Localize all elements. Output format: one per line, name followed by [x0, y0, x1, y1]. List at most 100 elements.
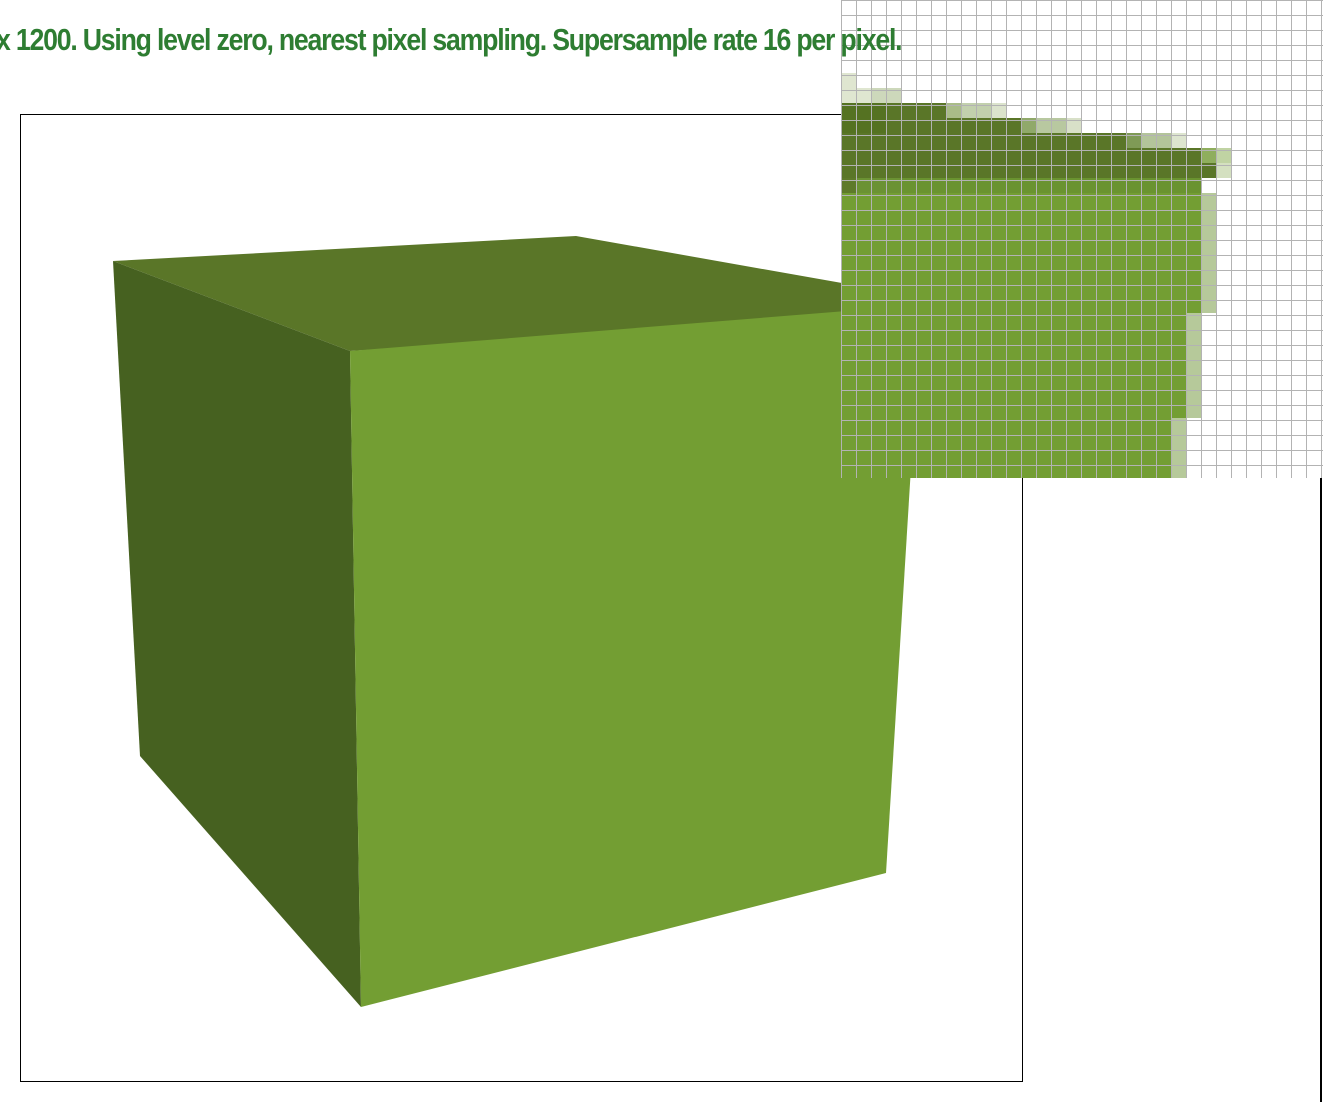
- zoom-pixel: [1186, 193, 1201, 208]
- zoom-pixel: [946, 433, 961, 448]
- zoom-pixel: [1081, 268, 1096, 283]
- zoom-pixel: [856, 343, 871, 358]
- zoom-pixel: [1006, 433, 1021, 448]
- zoom-pixel: [976, 253, 991, 268]
- zoom-pixel: [1066, 433, 1081, 448]
- zoom-pixel: [1171, 298, 1186, 313]
- zoom-pixel: [1051, 163, 1066, 178]
- zoom-pixel: [1111, 223, 1126, 238]
- zoom-pixel: [1171, 403, 1186, 418]
- zoom-pixel: [931, 118, 946, 133]
- zoom-pixel: [1006, 223, 1021, 238]
- zoom-pixel: [1186, 328, 1201, 343]
- zoom-pixel: [1021, 268, 1036, 283]
- zoom-pixel: [1171, 448, 1186, 463]
- zoom-pixel: [1021, 208, 1036, 223]
- zoom-pixel: [976, 463, 991, 478]
- zoom-pixel: [1156, 313, 1171, 328]
- zoom-pixel: [841, 208, 856, 223]
- zoom-pixel: [1021, 118, 1036, 133]
- zoom-pixel: [1111, 298, 1126, 313]
- zoom-pixel: [901, 373, 916, 388]
- zoom-pixel: [931, 433, 946, 448]
- zoom-pixel: [1036, 313, 1051, 328]
- zoom-pixel: [1126, 148, 1141, 163]
- zoom-pixel: [1126, 208, 1141, 223]
- zoom-pixel: [961, 133, 976, 148]
- zoom-pixel: [886, 433, 901, 448]
- zoom-pixel: [1081, 283, 1096, 298]
- zoom-pixel: [916, 448, 931, 463]
- zoom-pixel: [961, 103, 976, 118]
- zoom-pixel: [841, 103, 856, 118]
- zoom-pixel: [946, 448, 961, 463]
- zoom-pixel: [916, 223, 931, 238]
- zoom-pixel: [1081, 313, 1096, 328]
- zoom-pixel: [841, 328, 856, 343]
- zoom-pixel: [1141, 373, 1156, 388]
- zoom-pixel: [901, 283, 916, 298]
- zoom-pixel: [1036, 223, 1051, 238]
- zoom-pixel: [1081, 148, 1096, 163]
- zoom-pixel: [976, 313, 991, 328]
- zoom-pixel: [1126, 448, 1141, 463]
- zoom-pixel: [931, 343, 946, 358]
- zoom-pixel: [841, 148, 856, 163]
- zoom-pixel: [916, 313, 931, 328]
- zoom-pixel: [871, 118, 886, 133]
- zoom-pixel: [1126, 463, 1141, 478]
- zoom-pixel: [1156, 238, 1171, 253]
- zoom-pixel: [1096, 463, 1111, 478]
- zoom-pixel: [946, 463, 961, 478]
- zoom-pixel: [1111, 208, 1126, 223]
- zoom-pixel: [1066, 388, 1081, 403]
- zoom-pixel: [1036, 373, 1051, 388]
- zoom-pixel: [931, 268, 946, 283]
- zoom-pixel: [1186, 178, 1201, 193]
- zoom-pixel: [1111, 328, 1126, 343]
- zoom-pixel: [931, 388, 946, 403]
- zoom-pixel: [1126, 388, 1141, 403]
- zoom-pixel: [841, 178, 856, 193]
- zoom-pixel: [946, 133, 961, 148]
- zoom-pixel: [1126, 193, 1141, 208]
- zoom-pixel: [841, 223, 856, 238]
- zoom-pixel: [931, 328, 946, 343]
- zoom-pixel: [961, 238, 976, 253]
- zoom-pixel: [1021, 298, 1036, 313]
- zoom-pixel: [901, 403, 916, 418]
- zoom-pixel: [871, 403, 886, 418]
- zoom-pixel: [1156, 223, 1171, 238]
- zoom-pixel: [1021, 328, 1036, 343]
- zoom-pixel: [1126, 343, 1141, 358]
- zoom-pixel: [946, 118, 961, 133]
- zoom-pixel: [871, 328, 886, 343]
- zoom-pixel: [901, 238, 916, 253]
- zoom-pixel: [991, 463, 1006, 478]
- zoom-pixel: [946, 163, 961, 178]
- zoom-pixel: [901, 433, 916, 448]
- zoom-pixel: [961, 298, 976, 313]
- zoom-pixel: [871, 253, 886, 268]
- zoom-pixel: [1156, 148, 1171, 163]
- zoom-pixel: [1051, 148, 1066, 163]
- zoom-pixel: [871, 238, 886, 253]
- zoom-pixel: [886, 193, 901, 208]
- zoom-pixel: [1036, 133, 1051, 148]
- zoom-pixel: [931, 178, 946, 193]
- zoom-pixel: [961, 358, 976, 373]
- zoom-pixel: [856, 328, 871, 343]
- zoom-pixel: [991, 253, 1006, 268]
- zoom-pixel: [1051, 253, 1066, 268]
- zoom-pixel: [916, 463, 931, 478]
- zoom-pixel: [1096, 343, 1111, 358]
- zoom-pixel: [1081, 403, 1096, 418]
- zoom-pixel: [991, 358, 1006, 373]
- zoom-pixel: [1111, 178, 1126, 193]
- zoom-pixel: [991, 148, 1006, 163]
- zoom-pixel: [1201, 298, 1216, 313]
- zoom-pixel: [976, 238, 991, 253]
- zoom-pixel: [1171, 193, 1186, 208]
- zoom-pixel: [1066, 163, 1081, 178]
- zoom-pixel: [1096, 208, 1111, 223]
